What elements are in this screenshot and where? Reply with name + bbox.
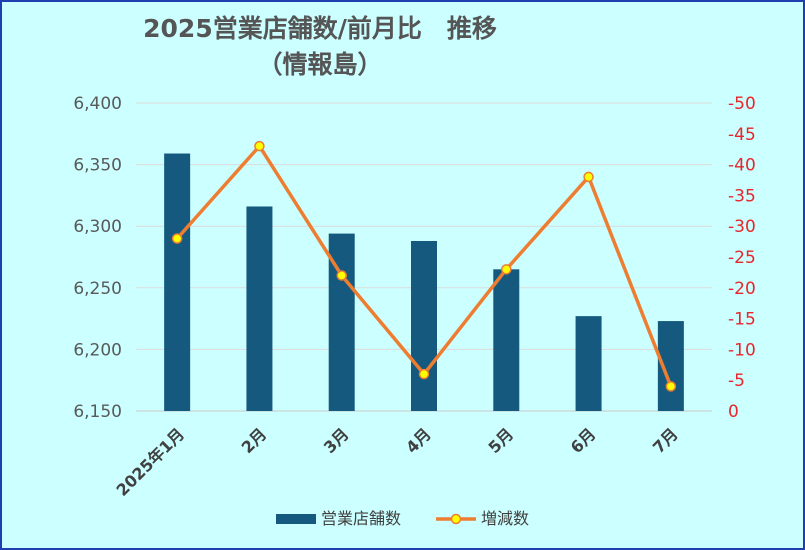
line-point	[254, 140, 265, 152]
bar	[164, 153, 191, 411]
right-axis-tick-label: -15	[728, 310, 756, 330]
x-axis-tick-label: 2月	[238, 424, 271, 457]
right-axis-tick-label: -20	[728, 279, 756, 299]
line-point	[583, 171, 594, 183]
left-axis-tick-label: 6,400	[73, 94, 122, 114]
chart-subtitle: （情報島）	[257, 50, 383, 79]
right-axis-tick-label: -35	[728, 186, 756, 206]
bar	[246, 206, 273, 411]
left-axis-tick-label: 6,200	[73, 340, 122, 360]
right-axis-tick-label: -5	[728, 371, 745, 391]
line-point	[336, 270, 347, 281]
bar	[493, 269, 520, 411]
right-axis-tick-label: -45	[728, 125, 756, 145]
line-point	[665, 381, 677, 392]
right-axis-tick-label: -30	[728, 217, 756, 237]
bar	[411, 240, 437, 411]
line-point	[501, 264, 512, 275]
legend-label: 営業店舗数	[321, 509, 401, 528]
right-axis-tick-label: -25	[728, 248, 756, 268]
left-axis-tick-label: 6,250	[73, 279, 122, 299]
x-axis-tick-label: 4月	[402, 424, 435, 457]
left-axis-tick-label: 6,350	[73, 156, 122, 176]
x-axis-tick-label: 7月	[649, 424, 682, 457]
right-axis-tick-label: -40	[728, 156, 756, 176]
legend-swatch-bar	[276, 514, 316, 524]
chart-title: 2025営業店舗数/前月比 推移	[143, 14, 497, 43]
x-axis-tick-label: 3月	[320, 424, 353, 457]
bar	[575, 316, 602, 411]
line-point	[418, 368, 430, 380]
x-axis-tick-label: 2025年1月	[113, 424, 188, 499]
left-axis-tick-label: 6,300	[73, 217, 122, 237]
left-axis-tick-label: 6,150	[73, 402, 122, 422]
line-point	[171, 233, 183, 244]
right-axis-tick-label: -50	[728, 94, 756, 114]
right-axis-tick-label: -10	[728, 340, 756, 360]
x-axis-tick-label: 5月	[484, 424, 517, 457]
x-axis-tick-label: 6月	[567, 424, 600, 457]
legend-swatch-marker	[450, 513, 462, 525]
legend-label: 増減数	[481, 509, 529, 528]
right-axis-tick-label: 0	[728, 402, 739, 422]
